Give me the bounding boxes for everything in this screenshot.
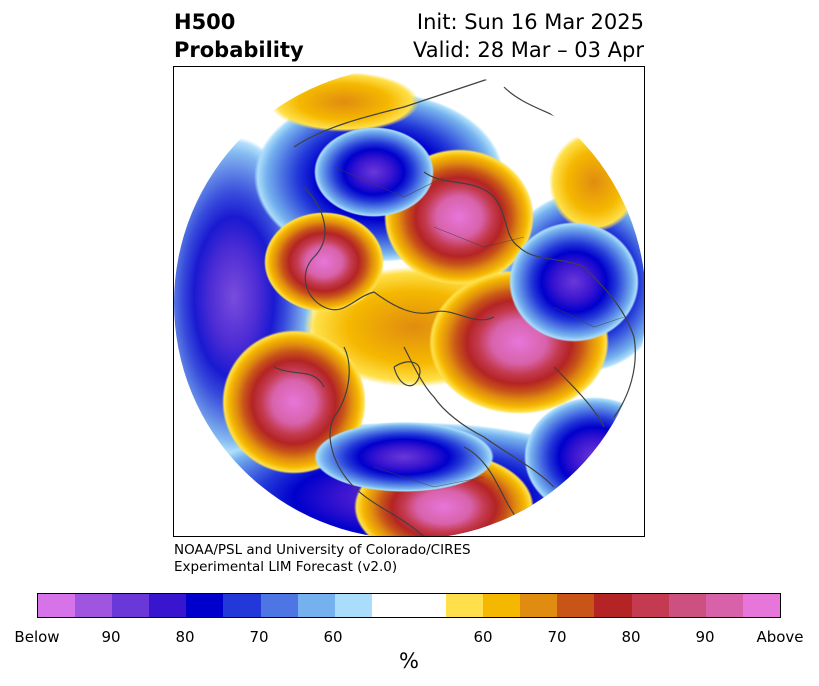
colorbar-tick-label: 90 xyxy=(101,628,121,646)
below-core-east xyxy=(509,222,639,342)
colorbar-tick-label: 80 xyxy=(621,628,641,646)
below-core-north xyxy=(314,127,434,217)
colorbar-swatch xyxy=(742,594,780,617)
colorbar-swatch xyxy=(186,594,224,617)
colorbar-swatch xyxy=(668,594,706,617)
credit-line-1: NOAA/PSL and University of Colorado/CIRE… xyxy=(174,542,471,558)
forecast-dates: Init: Sun 16 Mar 2025 Valid: 28 Mar – 03… xyxy=(413,8,644,64)
colorbar-tick-label: 70 xyxy=(547,628,567,646)
credit-text: NOAA/PSL and University of Colorado/CIRE… xyxy=(174,542,471,576)
colorbar-swatch xyxy=(149,594,187,617)
credit-line-2: Experimental LIM Forecast (v2.0) xyxy=(174,559,398,575)
colorbar-swatch xyxy=(408,594,447,617)
colorbar-tick-label: 90 xyxy=(695,628,715,646)
colorbar-swatch xyxy=(223,594,261,617)
colorbar-tick-label: 60 xyxy=(473,628,493,646)
colorbar-swatch xyxy=(631,594,669,617)
colorbar-swatch xyxy=(112,594,150,617)
valid-date: Valid: 28 Mar – 03 Apr xyxy=(413,38,644,62)
colorbar-tick-label: Above xyxy=(756,628,804,646)
map-svg xyxy=(174,67,644,536)
colorbar-swatch xyxy=(520,594,558,617)
colorbar-swatch xyxy=(483,594,521,617)
title-line-2: Probability xyxy=(174,38,304,62)
colorbar-unit: % xyxy=(399,649,419,673)
above-center-1 xyxy=(264,212,384,312)
colorbar xyxy=(37,593,781,618)
colorbar-swatch xyxy=(297,594,335,617)
colorbar-tick-label: 80 xyxy=(175,628,195,646)
colorbar-tick-label: 70 xyxy=(249,628,269,646)
init-date: Init: Sun 16 Mar 2025 xyxy=(416,10,644,34)
colorbar-swatch xyxy=(705,594,743,617)
colorbar-swatch xyxy=(260,594,298,617)
colorbar-swatch xyxy=(446,594,484,617)
polar-map xyxy=(173,66,645,537)
colorbar-tick-label: 60 xyxy=(323,628,343,646)
coastlines xyxy=(273,76,636,536)
colorbar-swatch xyxy=(371,594,409,617)
colorbar-swatch xyxy=(594,594,632,617)
above-region-top xyxy=(269,72,419,132)
colorbar-swatch xyxy=(75,594,113,617)
colorbar-swatch xyxy=(557,594,595,617)
title-line-1: H500 xyxy=(174,10,236,34)
colorbar-swatch xyxy=(38,594,76,617)
colorbar-tick-label: Below xyxy=(14,628,60,646)
below-core-south xyxy=(314,422,494,492)
colorbar-swatch xyxy=(334,594,372,617)
above-region-northeast xyxy=(549,132,639,232)
chart-title: H500 Probability xyxy=(174,8,304,64)
